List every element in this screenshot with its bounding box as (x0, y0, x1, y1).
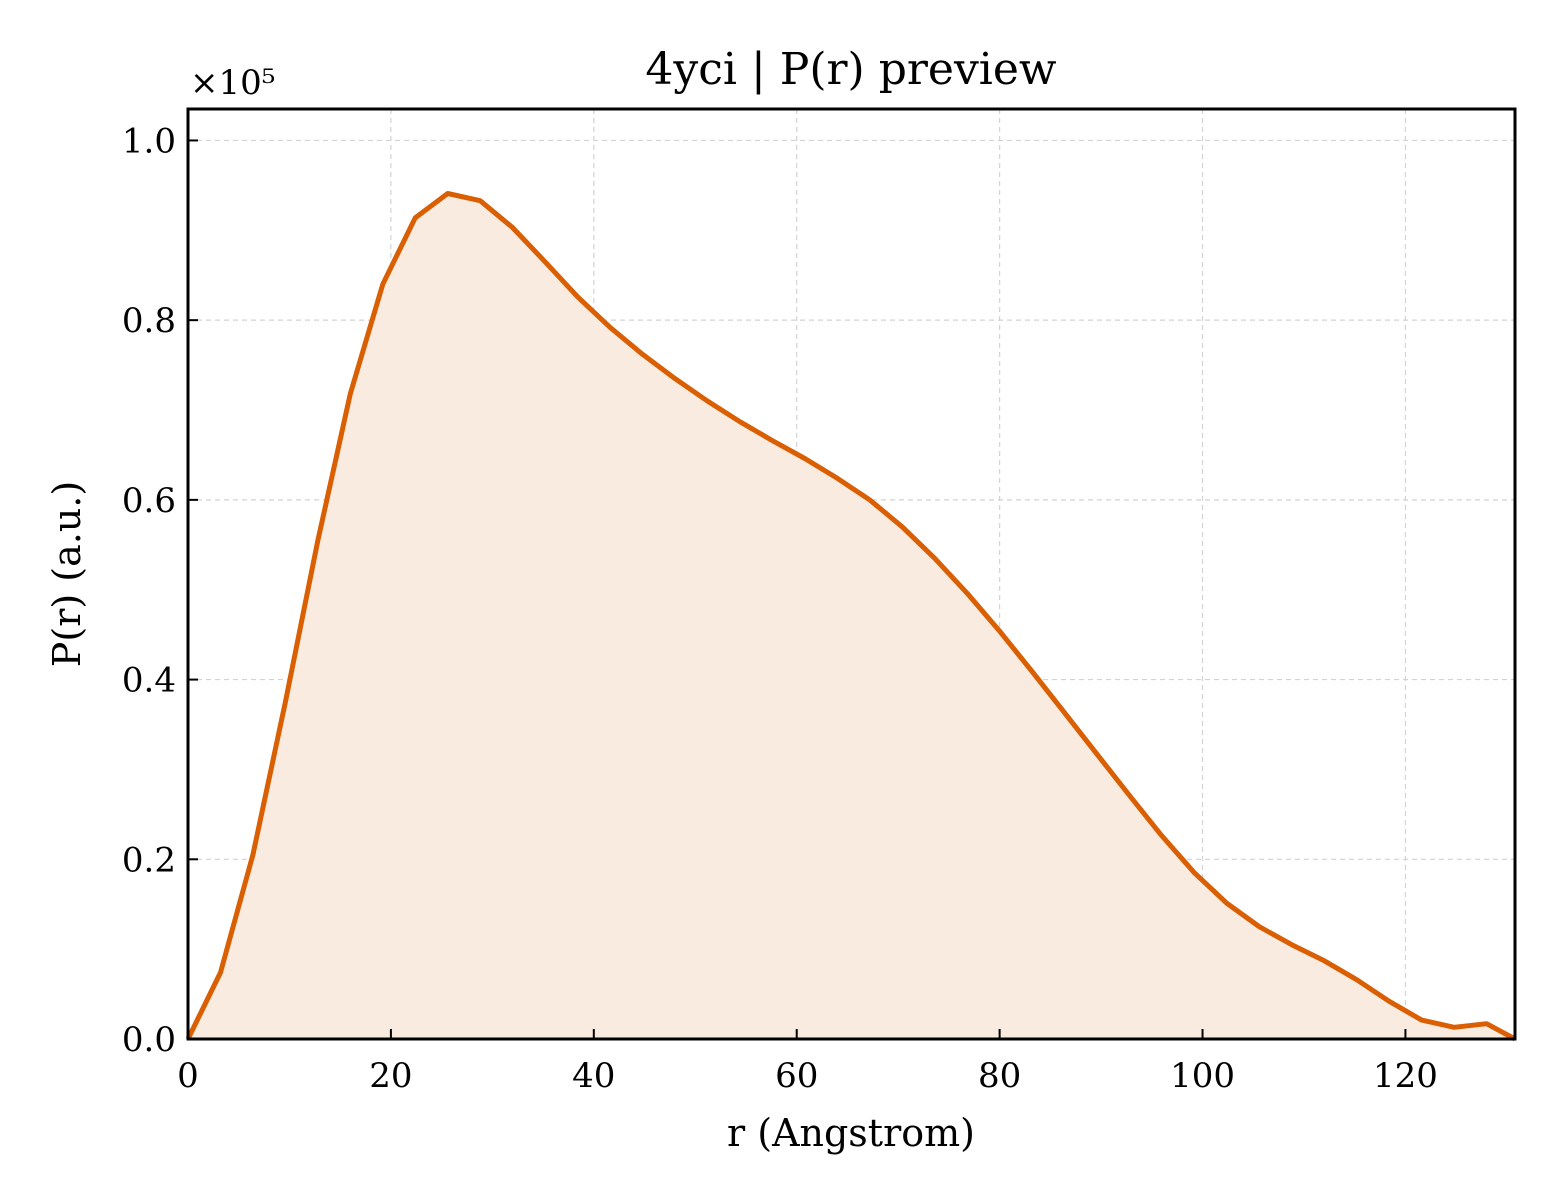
plot-frame (186, 107, 1517, 1041)
y-tick-label-4: 0.8 (122, 301, 176, 341)
x-tick-label-5: 100 (1170, 1056, 1235, 1096)
chart-title: 4yci | P(r) preview (645, 44, 1057, 95)
y-axis-ticks: 0.0 0.2 0.4 0.6 0.8 1.0 (122, 121, 198, 1060)
y-axis-label: P(r) (a.u.) (45, 481, 89, 667)
x-tick-label-3: 60 (775, 1056, 818, 1096)
x-axis-ticks: 0 20 40 60 80 100 120 (177, 1029, 1438, 1096)
y-tick-label-3: 0.6 (122, 481, 176, 521)
pr-curve-line (185, 191, 1517, 1042)
x-axis-label: r (Angstrom) (727, 1111, 975, 1155)
y-tick-label-5: 1.0 (122, 121, 176, 161)
x-tick-label-6: 120 (1373, 1056, 1438, 1096)
y-tick-label-1: 0.2 (122, 840, 176, 880)
x-tick-label-1: 20 (369, 1056, 412, 1096)
y-tick-label-0: 0.0 (122, 1020, 176, 1060)
x-tick-label-2: 40 (572, 1056, 615, 1096)
x-tick-label-0: 0 (177, 1056, 199, 1096)
x-tick-label-4: 80 (978, 1056, 1021, 1096)
y-tick-label-2: 0.4 (122, 661, 176, 701)
pr-area-fill (188, 193, 1515, 1039)
y-multiplier-label: ×10⁵ (190, 63, 275, 103)
